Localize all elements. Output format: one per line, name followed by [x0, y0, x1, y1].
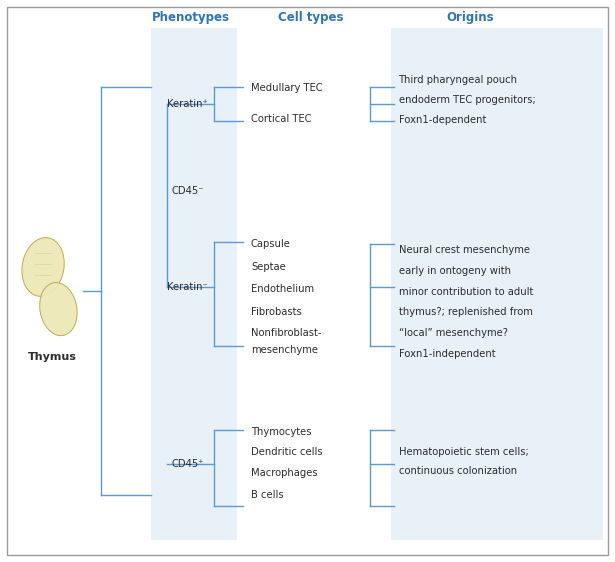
Text: CD45⁻: CD45⁻	[172, 186, 204, 196]
Text: early in ontogeny with: early in ontogeny with	[399, 266, 510, 276]
Ellipse shape	[22, 238, 64, 296]
Text: mesenchyme: mesenchyme	[251, 345, 318, 355]
Text: continuous colonization: continuous colonization	[399, 466, 517, 476]
Text: Fibrobasts: Fibrobasts	[251, 307, 302, 317]
Text: Origins: Origins	[446, 11, 494, 25]
Text: CD45⁺: CD45⁺	[172, 459, 204, 469]
Text: Foxn1-independent: Foxn1-independent	[399, 349, 495, 359]
Text: Dendritic cells: Dendritic cells	[251, 447, 322, 457]
Text: Cortical TEC: Cortical TEC	[251, 114, 311, 124]
Text: Medullary TEC: Medullary TEC	[251, 83, 322, 93]
FancyBboxPatch shape	[151, 28, 237, 540]
Text: Cell types: Cell types	[278, 11, 343, 25]
Text: B cells: B cells	[251, 490, 284, 500]
Text: Capsule: Capsule	[251, 239, 291, 250]
Text: Foxn1-dependent: Foxn1-dependent	[399, 115, 486, 125]
FancyBboxPatch shape	[391, 28, 603, 540]
Text: Keratin⁺: Keratin⁺	[167, 99, 208, 109]
Text: Keratin⁻: Keratin⁻	[167, 282, 208, 292]
Text: Septae: Septae	[251, 262, 286, 272]
FancyBboxPatch shape	[7, 7, 608, 555]
Ellipse shape	[40, 283, 77, 336]
Text: Endothelium: Endothelium	[251, 284, 314, 294]
Text: Hematopoietic stem cells;: Hematopoietic stem cells;	[399, 447, 528, 457]
Text: Phenotypes: Phenotypes	[152, 11, 229, 25]
Text: endoderm TEC progenitors;: endoderm TEC progenitors;	[399, 95, 535, 105]
Text: Thymocytes: Thymocytes	[251, 427, 311, 437]
Text: thymus?; replenished from: thymus?; replenished from	[399, 307, 533, 318]
Text: Thymus: Thymus	[28, 352, 77, 362]
Text: minor contribution to adult: minor contribution to adult	[399, 287, 533, 297]
Text: Third pharyngeal pouch: Third pharyngeal pouch	[399, 75, 517, 85]
Text: “local” mesenchyme?: “local” mesenchyme?	[399, 328, 507, 338]
Text: Macrophages: Macrophages	[251, 468, 317, 478]
Text: Nonfibroblast-: Nonfibroblast-	[251, 328, 322, 338]
Text: Neural crest mesenchyme: Neural crest mesenchyme	[399, 245, 530, 255]
